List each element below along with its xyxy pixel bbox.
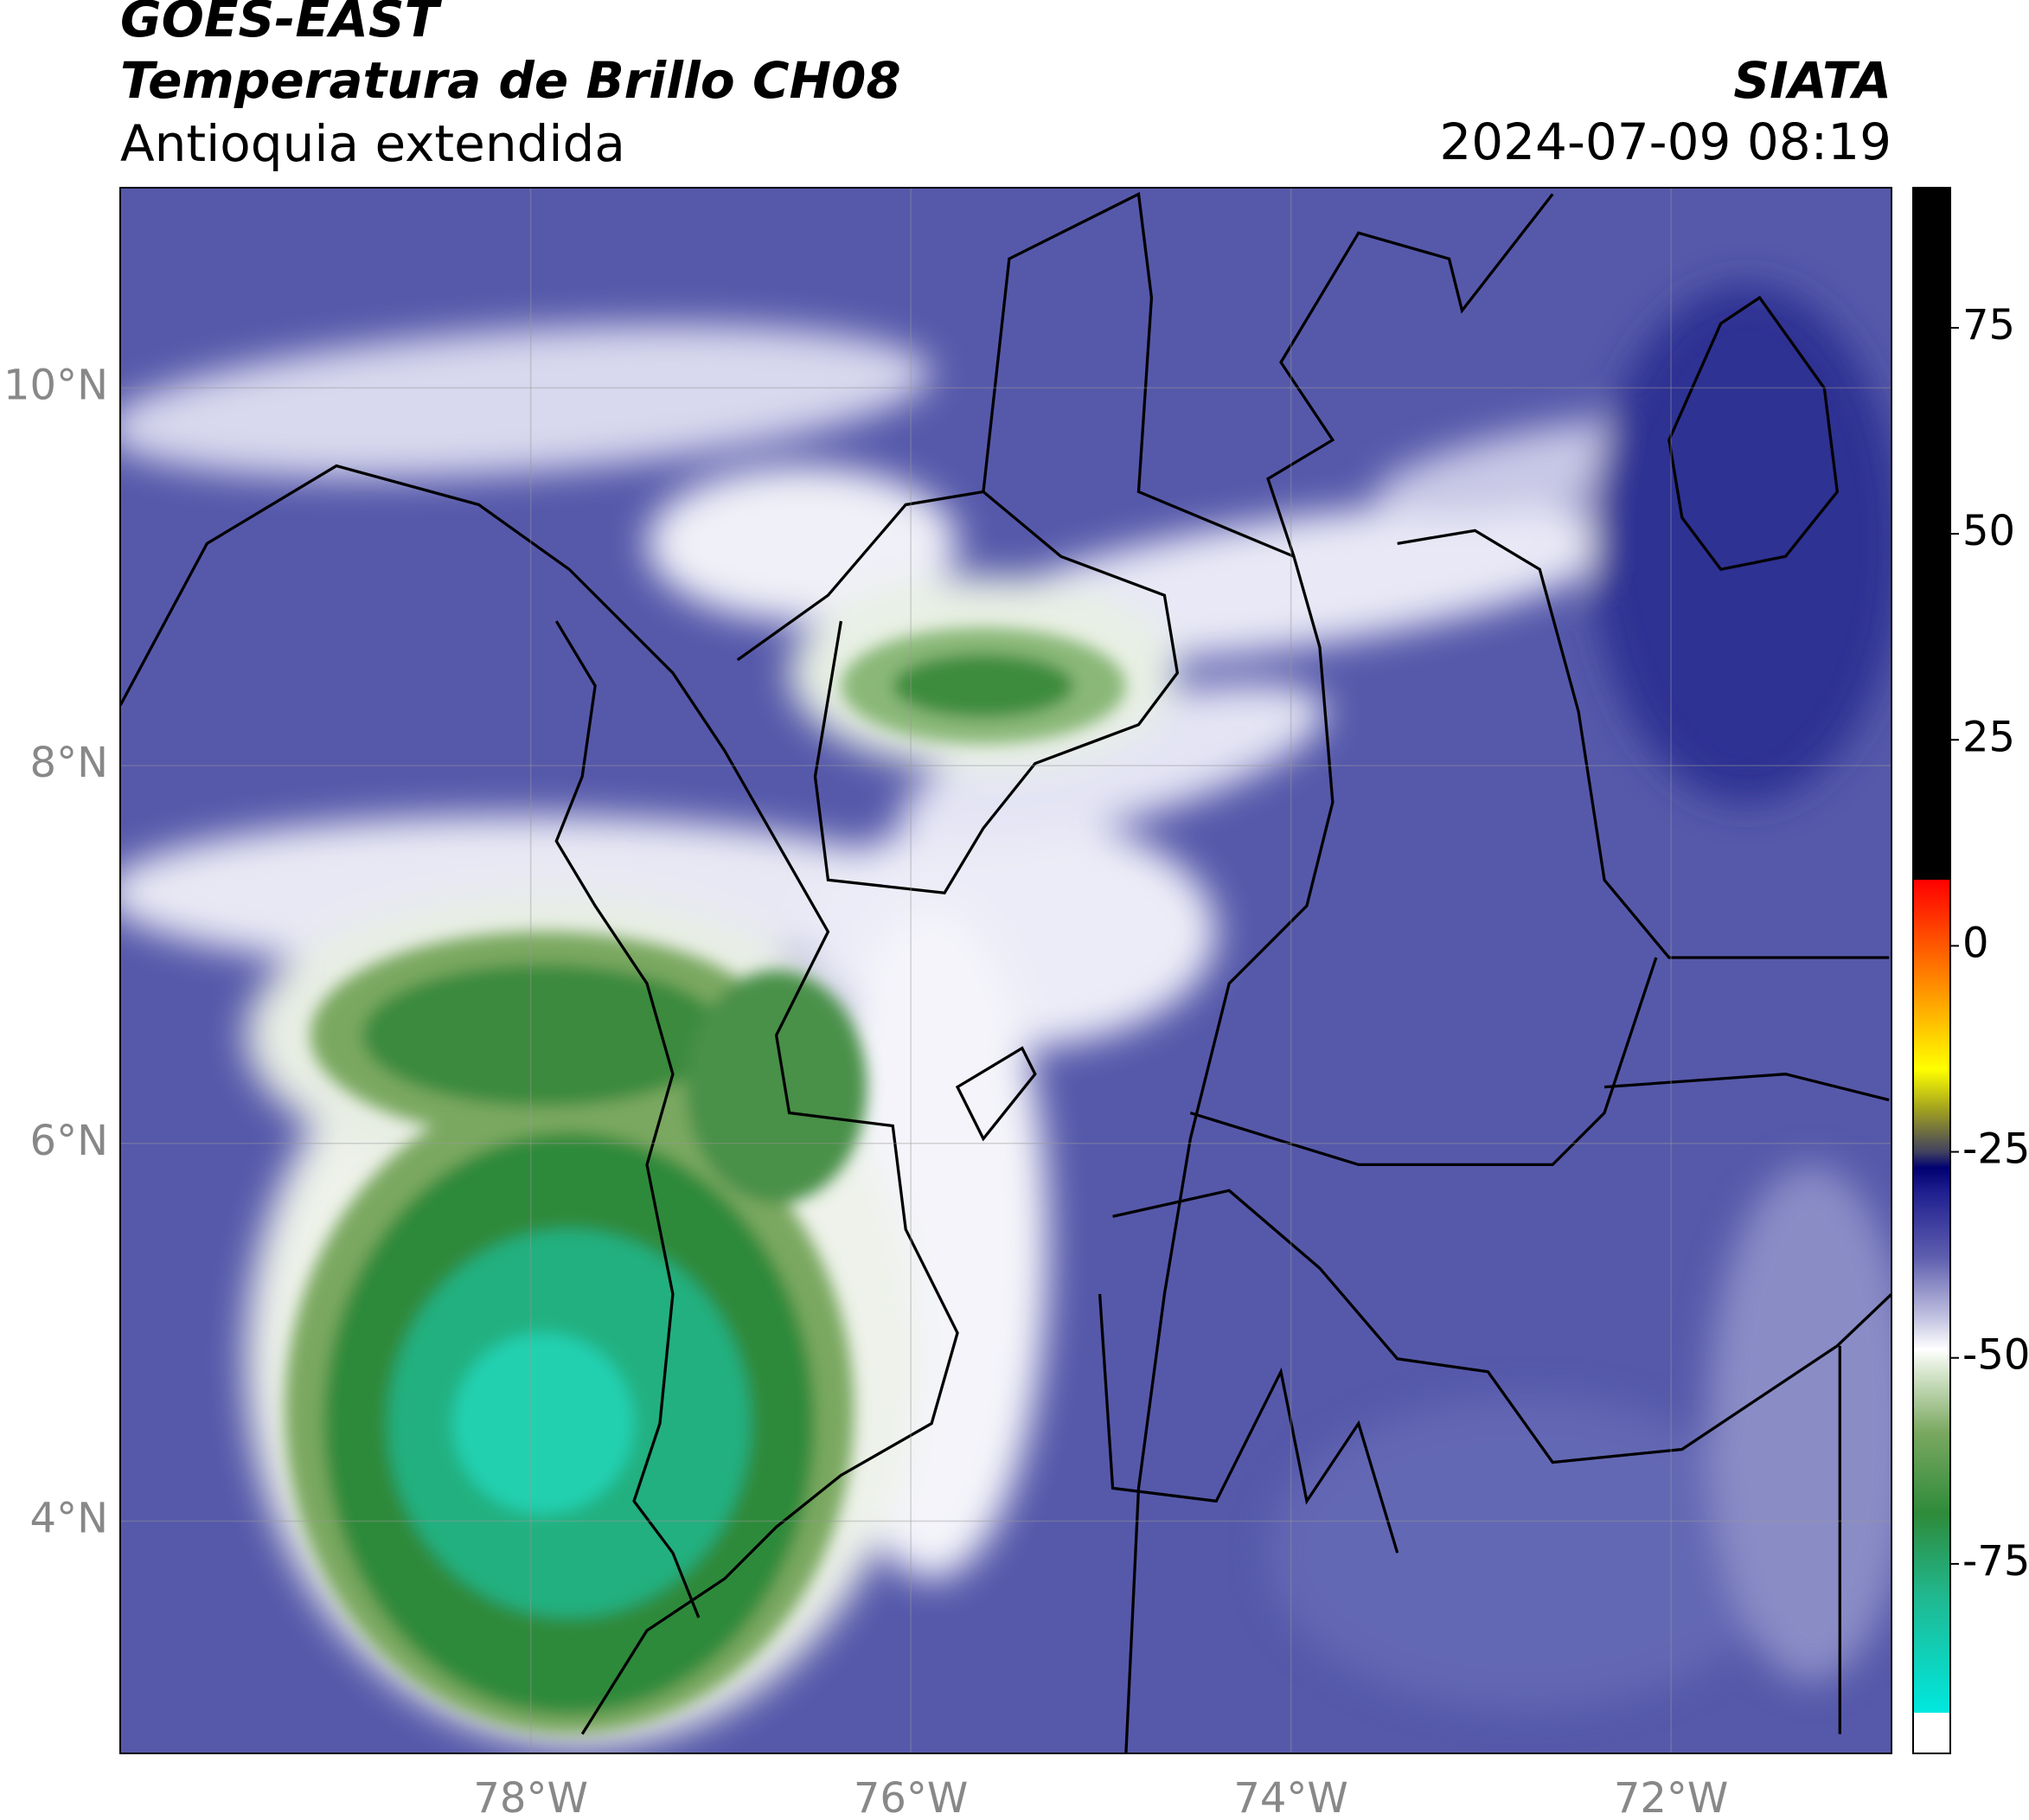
colorbar-tick-label: 75 (1962, 301, 2015, 349)
y-tick-label: 6°N (30, 1117, 108, 1165)
satellite-image (120, 188, 1891, 1753)
grid (120, 188, 1891, 1753)
x-tick-label: 76°W (854, 1774, 969, 1817)
x-tick-label: 78°W (473, 1774, 588, 1817)
colorbar-tick-label: -50 (1962, 1331, 2029, 1380)
x-tick-label: 72°W (1614, 1774, 1729, 1817)
map-frame (119, 187, 1892, 1754)
title: GOES-EAST (120, 0, 443, 48)
y-tick-label: 10°N (3, 361, 108, 409)
x-tick-label: 74°W (1233, 1774, 1348, 1817)
timestamp: 2024-07-09 08:19 (1439, 112, 1891, 171)
subtitle: Temperatura de Brillo CH08 (120, 51, 901, 110)
source: SIATA (1733, 51, 1891, 110)
colorbar-tick-label: 25 (1962, 713, 2015, 761)
colorbar-tick-label: -75 (1962, 1537, 2029, 1586)
region: Antioquia extendida (120, 114, 625, 173)
colorbar (1912, 187, 1951, 1754)
y-tick-label: 8°N (30, 739, 108, 787)
colorbar-tick-label: 0 (1962, 919, 1989, 967)
y-tick-label: 4°N (30, 1494, 108, 1542)
colorbar-tick-label: -25 (1962, 1125, 2029, 1174)
colorbar-tick-label: 50 (1962, 507, 2015, 555)
